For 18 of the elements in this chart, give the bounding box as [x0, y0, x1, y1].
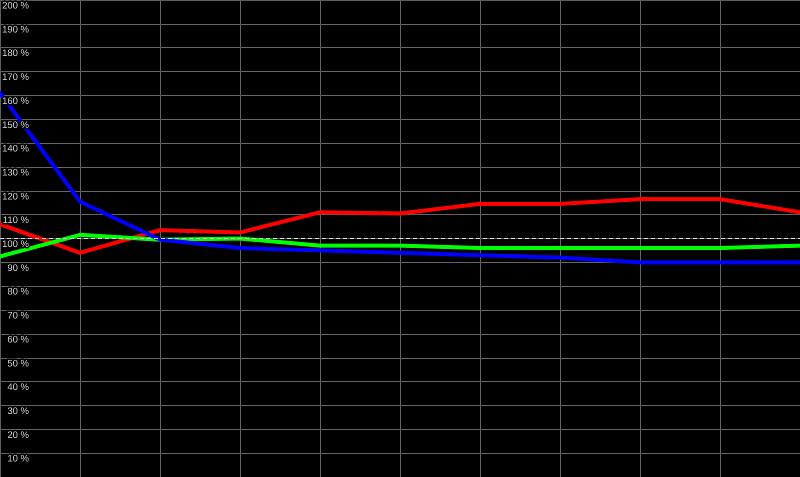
y-tick-label: 180 % — [2, 48, 30, 60]
y-tick-label: 90 % — [7, 262, 30, 274]
y-tick-label: 130 % — [2, 167, 30, 178]
y-tick-label: 170 % — [2, 72, 30, 84]
y-tick-label: 10 % — [7, 454, 30, 465]
y-tick-label: 20 % — [7, 430, 30, 441]
y-tick-label: 60 % — [7, 334, 30, 346]
y-tick-label: 70 % — [7, 310, 30, 322]
y-tick-label: 100 % — [2, 239, 30, 250]
y-tick-label: 30 % — [7, 406, 30, 417]
y-tick-label: 40 % — [7, 382, 30, 394]
y-tick-label: 190 % — [2, 24, 30, 36]
y-tick-label: 50 % — [7, 358, 30, 370]
y-tick-label: 110 % — [2, 215, 30, 226]
y-tick-label: 200 % — [2, 0, 30, 12]
y-tick-label: 140 % — [2, 144, 30, 155]
y-tick-label: 120 % — [2, 191, 30, 202]
y-tick-label: 80 % — [7, 286, 30, 298]
